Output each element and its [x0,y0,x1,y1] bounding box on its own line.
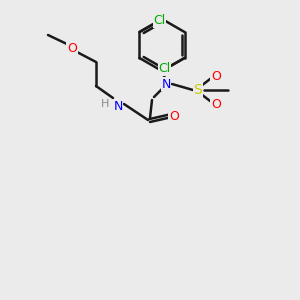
Text: Cl: Cl [153,14,166,28]
Text: H: H [101,99,109,109]
Text: N: N [113,100,123,112]
Text: O: O [211,70,221,83]
Text: Cl: Cl [158,62,171,76]
Text: S: S [194,83,202,97]
Text: O: O [211,98,221,110]
Text: O: O [169,110,179,124]
Text: N: N [161,77,171,91]
Text: O: O [67,41,77,55]
